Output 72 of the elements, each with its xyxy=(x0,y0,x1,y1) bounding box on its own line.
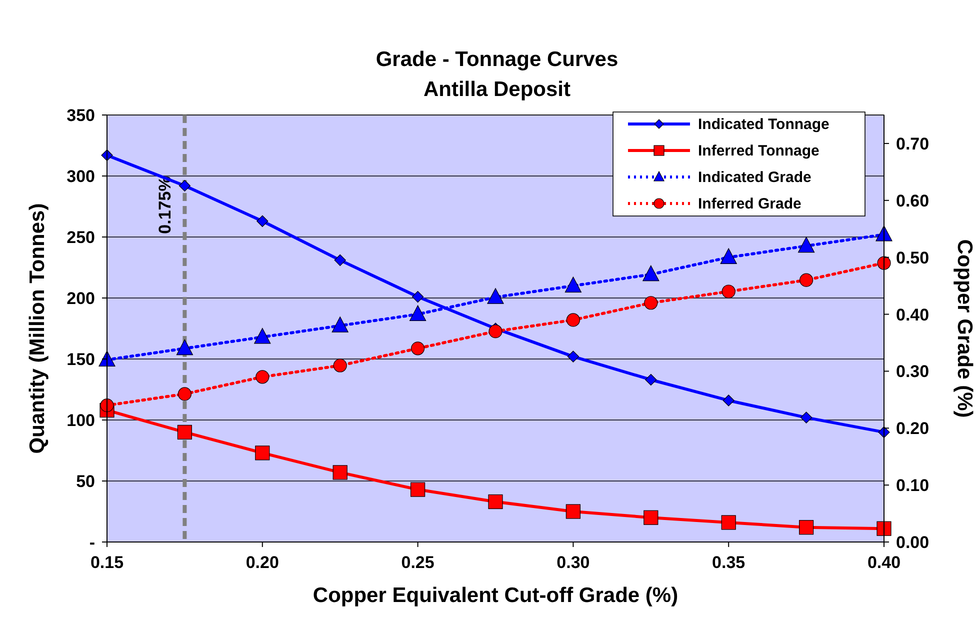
point xyxy=(254,328,271,344)
point xyxy=(412,290,424,303)
chart-title: Grade - Tonnage Curves xyxy=(376,48,618,71)
x-tick-label: 0.40 xyxy=(867,553,901,572)
y2-tick-label: 0.40 xyxy=(896,305,930,324)
legend-label: Inferred Tonnage xyxy=(698,142,820,160)
y2-axis-title: Copper Grade (%) xyxy=(953,239,976,418)
point xyxy=(564,276,582,292)
y2-tick-label: 0.50 xyxy=(896,248,930,268)
y-tick-label: 100 xyxy=(66,411,95,430)
x-tick-label: 0.30 xyxy=(556,553,590,572)
y-tick-label: 350 xyxy=(66,106,95,125)
y2-tick-label: 0.10 xyxy=(896,476,930,496)
point xyxy=(487,288,504,304)
point xyxy=(566,504,580,519)
point xyxy=(644,510,658,525)
point xyxy=(644,296,658,310)
y2-tick-label: 0.30 xyxy=(896,362,930,382)
point xyxy=(255,446,270,460)
point xyxy=(488,324,502,338)
point xyxy=(642,265,660,282)
point xyxy=(720,248,737,264)
point xyxy=(645,374,657,386)
y-tick-label: 200 xyxy=(66,289,95,308)
point xyxy=(800,273,814,287)
point xyxy=(332,316,348,332)
point xyxy=(178,387,192,401)
x-tick-label: 0.20 xyxy=(246,553,279,572)
point xyxy=(98,350,116,367)
point xyxy=(488,494,503,510)
point xyxy=(332,465,348,480)
y-tick-label: 50 xyxy=(76,472,95,491)
point xyxy=(876,225,892,242)
chart-subtitle: Antilla Deposit xyxy=(423,78,571,101)
point xyxy=(566,313,580,327)
legend-label: Indicated Tonnage xyxy=(698,116,830,133)
point xyxy=(178,180,190,192)
y2-tick-label: 0.00 xyxy=(896,533,930,552)
x-tick-label: 0.15 xyxy=(90,553,124,572)
y-tick-label: - xyxy=(89,533,95,552)
point xyxy=(256,215,268,227)
point xyxy=(798,236,815,253)
point xyxy=(333,358,347,372)
x-axis-title: Copper Equivalent Cut-off Grade (%) xyxy=(312,584,678,607)
point xyxy=(722,394,734,406)
point xyxy=(799,520,814,535)
y-tick-label: 300 xyxy=(66,167,95,186)
point xyxy=(721,515,736,530)
point xyxy=(334,254,346,266)
point xyxy=(800,412,812,424)
point xyxy=(256,370,270,384)
legend-label: Indicated Grade xyxy=(698,169,812,186)
y-tick-label: 150 xyxy=(66,350,95,369)
y2-tick-label: 0.60 xyxy=(896,191,930,210)
x-tick-label: 0.25 xyxy=(401,553,434,572)
point xyxy=(722,284,736,298)
point xyxy=(177,424,192,440)
point xyxy=(410,482,426,497)
point xyxy=(410,305,426,321)
point xyxy=(876,521,892,536)
x-tick-label: 0.35 xyxy=(712,553,746,572)
point xyxy=(877,256,891,270)
point xyxy=(176,339,193,356)
y2-tick-label: 0.20 xyxy=(896,419,930,438)
point xyxy=(411,342,425,356)
ref-line-label: 0.175% xyxy=(156,176,175,234)
y2-tick-label: 0.70 xyxy=(896,134,930,154)
legend-label: Inferred Grade xyxy=(698,196,802,212)
point xyxy=(567,350,579,362)
y-axis-title: Quantity (Million Tonnes) xyxy=(26,203,49,454)
y-tick-label: 250 xyxy=(66,228,95,247)
point xyxy=(100,398,114,412)
